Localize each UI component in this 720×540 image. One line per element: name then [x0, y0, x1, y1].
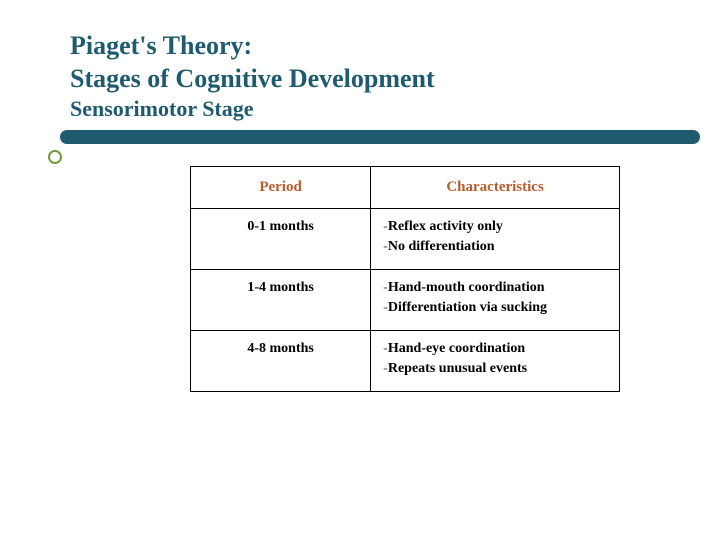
- cell-char-1: -Hand-mouth coordination -Differentiatio…: [371, 270, 620, 331]
- table-wrapper: Period Characteristics 0-1 months -Refle…: [190, 166, 620, 392]
- char-text: Hand-eye coordination: [388, 341, 525, 356]
- table-row: 1-4 months -Hand-mouth coordination -Dif…: [191, 270, 620, 331]
- char-item: -No differentiation: [383, 239, 607, 255]
- char-text: Reflex activity only: [388, 219, 503, 234]
- char-item: -Hand-mouth coordination: [383, 280, 607, 296]
- cell-period-1: 1-4 months: [191, 270, 371, 331]
- title-line-2: Stages of Cognitive Development: [70, 63, 660, 94]
- divider-bar: [60, 130, 700, 144]
- char-item: -Hand-eye coordination: [383, 341, 607, 357]
- char-text: Differentiation via sucking: [388, 300, 547, 315]
- divider-wrap: [70, 130, 660, 146]
- char-text: No differentiation: [388, 239, 495, 254]
- char-item: -Differentiation via sucking: [383, 300, 607, 316]
- table-header-row: Period Characteristics: [191, 167, 620, 209]
- cell-char-2: -Hand-eye coordination -Repeats unusual …: [371, 331, 620, 392]
- stage-table: Period Characteristics 0-1 months -Refle…: [190, 166, 620, 392]
- char-text: Hand-mouth coordination: [388, 280, 545, 295]
- bullet-ring-icon: [48, 150, 62, 164]
- subtitle: Sensorimotor Stage: [70, 96, 660, 122]
- char-text: Repeats unusual events: [388, 361, 527, 376]
- char-item: -Repeats unusual events: [383, 361, 607, 377]
- table-row: 4-8 months -Hand-eye coordination -Repea…: [191, 331, 620, 392]
- table-row: 0-1 months -Reflex activity only -No dif…: [191, 209, 620, 270]
- cell-char-0: -Reflex activity only -No differentiatio…: [371, 209, 620, 270]
- cell-period-0: 0-1 months: [191, 209, 371, 270]
- slide-container: Piaget's Theory: Stages of Cognitive Dev…: [0, 0, 720, 412]
- header-period: Period: [191, 167, 371, 209]
- header-characteristics: Characteristics: [371, 167, 620, 209]
- char-item: -Reflex activity only: [383, 219, 607, 235]
- title-line-1: Piaget's Theory:: [70, 30, 660, 61]
- cell-period-2: 4-8 months: [191, 331, 371, 392]
